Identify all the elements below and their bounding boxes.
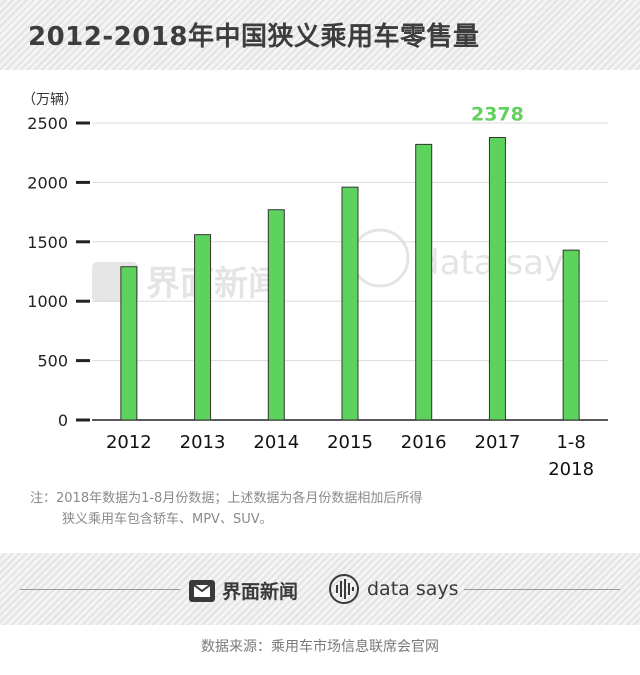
bar [488,136,506,421]
watermark-datasays: data says [350,228,582,288]
watermark-datasays-icon [350,228,410,288]
brand-datasays: data says [328,573,459,605]
watermark-jiemian-label: 界面新闻 [146,264,282,304]
x-tick-label: 2017 [475,432,521,453]
x-tick-label-line2: 2018 [548,459,594,480]
x-tick-label: 2012 [106,432,152,453]
page-title: 2012-2018年中国狭义乘用车零售量 [28,22,480,52]
data-source: 数据来源：乘用车市场信息联席会官网 [201,639,439,655]
x-tick-label: 2015 [327,432,373,453]
brand-divider-left [20,589,180,590]
brand-datasays-label: data says [367,578,459,600]
x-tick-label: 2014 [253,432,299,453]
brand-jiemian: 界面新闻 [188,577,298,604]
footnote-line-2: 狭义乘用车包含轿车、MPV、SUV。 [62,512,273,527]
bar [341,186,359,421]
bar [194,234,212,421]
data-label: 2378 [471,103,524,125]
bar [415,143,433,421]
y-tick-label: 2500 [27,114,68,133]
bar [120,266,138,421]
jiemian-logo-icon [189,579,215,602]
y-tick-label: 2000 [27,173,68,192]
brand-jiemian-label: 界面新闻 [222,581,299,603]
y-tick-label: 500 [37,352,68,371]
y-tick-label: 1000 [27,292,68,311]
footnote: 注：2018年数据为1-8月份数据；上述数据为各月份数据相加后所得 狭义乘用车包… [30,488,422,530]
x-tick-label: 2016 [401,432,447,453]
y-tick-label: 0 [58,411,68,430]
bar [562,249,580,421]
brand-divider-right [464,589,620,590]
footnote-line-1: 注：2018年数据为1-8月份数据；上述数据为各月份数据相加后所得 [30,491,423,506]
y-tick-label: 1500 [27,233,68,252]
bar [267,209,285,421]
header-band [0,0,640,70]
bar-chart: 界面新闻 data says （万辆） 0 500 1000 1500 2000 2500 201… [22,92,608,480]
datasays-logo-icon [329,574,359,604]
x-tick-label: 1-8 [556,432,585,453]
y-axis-unit-label: （万辆） [22,92,78,108]
x-tick-label: 2013 [180,432,226,453]
